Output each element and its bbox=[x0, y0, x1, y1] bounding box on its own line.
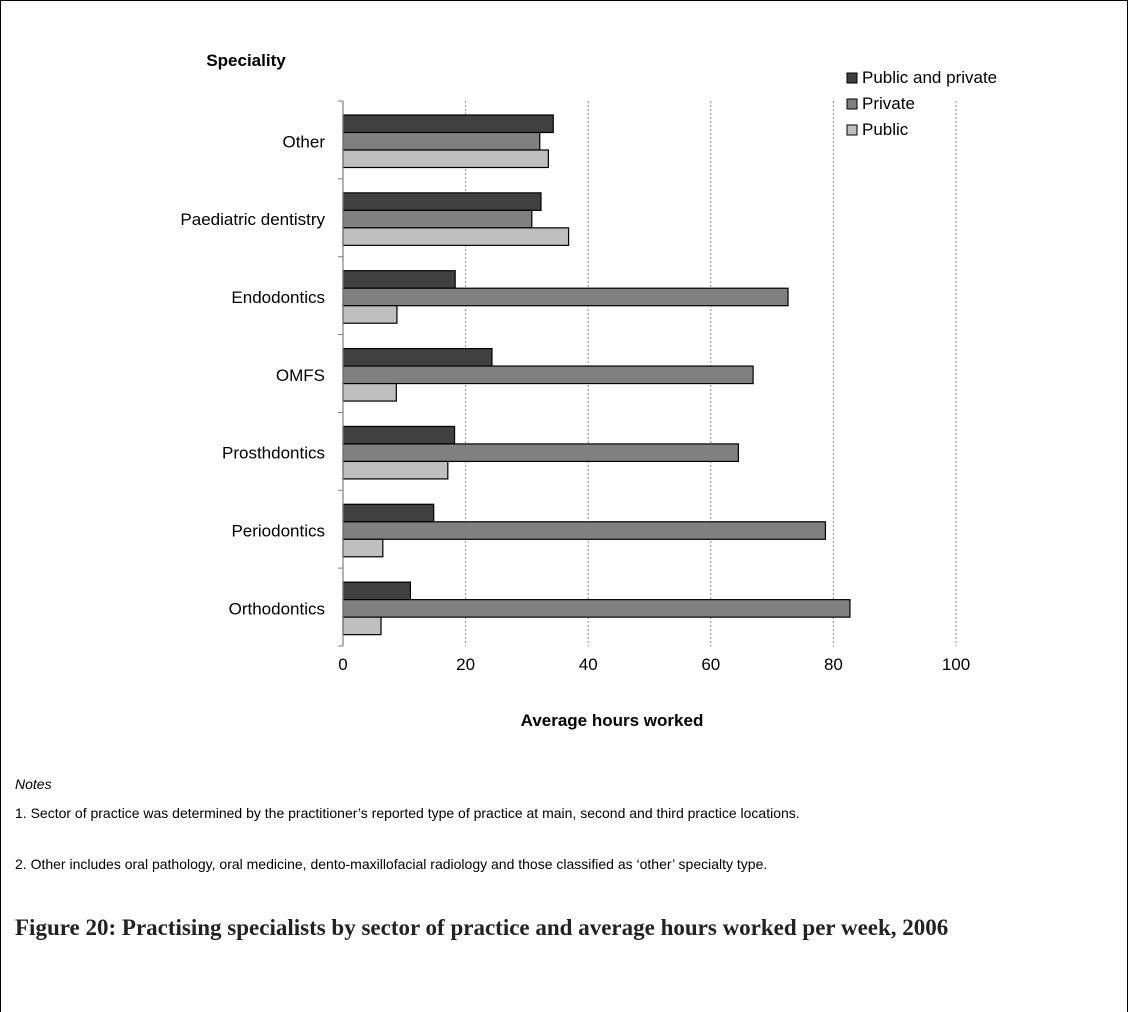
legend-label: Public and private bbox=[862, 68, 997, 87]
note-item: 1. Sector of practice was determined by … bbox=[15, 805, 800, 821]
bar bbox=[342, 581, 412, 601]
bars bbox=[342, 114, 851, 636]
bar bbox=[342, 149, 549, 169]
category-label: Prosthdontics bbox=[222, 444, 325, 463]
x-tick-label: 80 bbox=[824, 655, 843, 674]
bar bbox=[342, 287, 789, 307]
category-label: Periodontics bbox=[231, 522, 325, 541]
bar bbox=[342, 425, 456, 445]
category-label: Endodontics bbox=[231, 288, 325, 307]
bar bbox=[342, 460, 449, 480]
legend: Public and private Private Public bbox=[846, 68, 997, 139]
bar bbox=[342, 192, 542, 211]
bar bbox=[342, 131, 541, 151]
x-tick-label: 20 bbox=[456, 655, 475, 674]
legend-swatch bbox=[846, 124, 858, 136]
legend-label: Private bbox=[862, 94, 915, 113]
x-tick-label: 0 bbox=[338, 655, 347, 674]
note-item: 2. Other includes oral pathology, oral m… bbox=[15, 856, 768, 872]
bar bbox=[342, 599, 851, 618]
bar bbox=[342, 227, 570, 246]
y-axis-title: Speciality bbox=[206, 51, 286, 70]
bar bbox=[342, 209, 533, 229]
x-tick-label: 40 bbox=[579, 655, 598, 674]
x-tick-label: 60 bbox=[701, 655, 720, 674]
notes-heading: Notes bbox=[15, 776, 52, 792]
category-label: Paediatric dentistry bbox=[180, 210, 325, 229]
figure-caption: Figure 20: Practising specialists by sec… bbox=[15, 915, 949, 940]
category-label: Other bbox=[282, 132, 325, 151]
bar bbox=[342, 538, 384, 558]
bar bbox=[342, 347, 493, 367]
x-axis-title: Average hours worked bbox=[521, 711, 704, 730]
bar bbox=[342, 443, 739, 463]
legend-swatch bbox=[846, 98, 858, 110]
bar bbox=[342, 365, 754, 385]
legend-swatch bbox=[846, 72, 858, 84]
legend-label: Public bbox=[862, 120, 909, 139]
axes: Other Paediatric dentistry Endodontics OMFS… bbox=[180, 100, 970, 674]
bar bbox=[342, 114, 554, 134]
bar bbox=[342, 270, 456, 289]
bar bbox=[342, 305, 398, 324]
bar bbox=[342, 503, 435, 523]
bar-chart: Other Paediatric dentistry Endodontics OMFS… bbox=[180, 51, 997, 730]
bar bbox=[342, 521, 827, 540]
category-label: Orthodontics bbox=[229, 599, 325, 618]
x-tick-label: 100 bbox=[942, 655, 970, 674]
bar bbox=[342, 382, 397, 402]
category-label: OMFS bbox=[276, 366, 325, 385]
bar bbox=[342, 616, 382, 636]
